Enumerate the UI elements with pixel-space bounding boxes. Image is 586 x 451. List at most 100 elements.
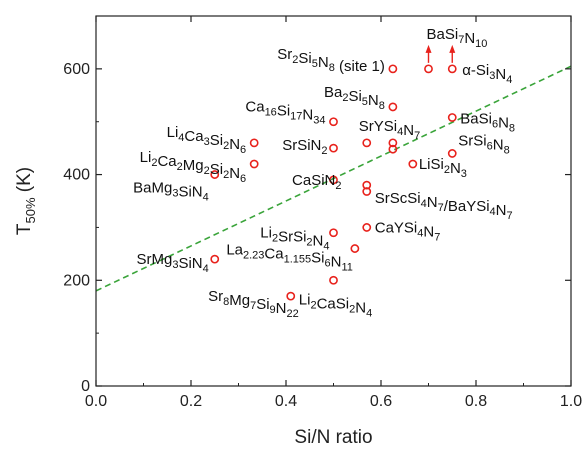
point-label-subscript: 10	[475, 38, 487, 50]
y-tick-label: 200	[63, 272, 90, 289]
point-label-subscript: 8	[509, 122, 515, 134]
point-label: SrSiN2	[282, 137, 327, 157]
point-label-subscript: 4	[366, 307, 372, 319]
point-label-subscript: 2	[321, 145, 327, 157]
point-label-text: Sr	[208, 288, 223, 305]
point-label: SrScSi4N7/BaYSi4N7	[375, 190, 513, 222]
point-label: Li2Ca2Mg2Si2N6	[140, 149, 247, 185]
y-axis-title-base: T	[14, 223, 35, 235]
point-label: Li4Ca3Si2N6	[167, 124, 247, 156]
trend-line-layer	[95, 65, 572, 292]
y-axis-title: T50% (K)	[14, 167, 38, 235]
point-label-subscript: 2	[335, 180, 341, 192]
point-label-text: Ba	[427, 26, 446, 43]
x-tick-label: 0.4	[275, 393, 297, 410]
point-label-text: SrSi	[278, 229, 306, 246]
data-point	[447, 149, 457, 158]
point-label-subscript: 7	[458, 34, 464, 46]
x-tick-label: 0.0	[85, 393, 107, 410]
point-label-subscript: 34	[313, 115, 325, 127]
point-label-text: N	[302, 107, 313, 124]
point-label-text: /BaYSi	[444, 198, 490, 215]
point-label-text: SiN	[178, 255, 202, 272]
data-point	[329, 117, 338, 127]
point-label-subscript: 3	[172, 188, 178, 200]
point-label: BaSi7N10	[427, 26, 488, 50]
point-label-subscript: 2	[223, 169, 229, 181]
data-point	[286, 291, 296, 301]
points-layer	[210, 64, 457, 301]
point-label: Ca16Si17N34	[245, 99, 325, 127]
point-label: BaMg3SiN4	[133, 180, 209, 204]
point-label-text: Ca	[184, 128, 204, 145]
point-label-subscript: 2.23	[243, 250, 264, 262]
data-point	[210, 170, 220, 179]
point-label-text: Mg	[229, 292, 250, 309]
point-label-subscript: 3	[172, 259, 178, 271]
point-label-text: Ca	[157, 153, 177, 170]
point-label-subscript: 4	[421, 198, 427, 210]
data-point	[447, 113, 457, 122]
point-label-text: Li	[167, 124, 179, 141]
point-label-text: Li	[260, 225, 272, 242]
point-label-subscript: 17	[290, 111, 302, 123]
point-label: α-Si3N4	[462, 62, 512, 86]
point-label-subscript: 6	[324, 258, 330, 270]
point-label-subscript: 4	[178, 132, 184, 144]
point-label-subscript: 11	[341, 262, 352, 274]
point-label-subscript: 3	[204, 136, 210, 148]
point-label-subscript: 6	[240, 144, 246, 156]
point-label-subscript: 8	[329, 62, 335, 74]
point-label-subscript: 4	[397, 126, 403, 138]
axes-layer: 0.0 0.2 0.4 0.6 0.8 1.0 0 200 400 600	[63, 16, 582, 410]
y-tick-label: 600	[63, 61, 90, 78]
point-label-subscript: 3	[489, 70, 495, 82]
point-label-subscript: 2	[177, 161, 183, 173]
point-label-text: N	[450, 160, 461, 177]
point-label-subscript: 8	[379, 100, 385, 112]
data-point	[362, 180, 372, 190]
point-label-subscript: 2	[444, 164, 450, 176]
point-label-text: Si	[311, 250, 324, 267]
point-label-subscript: 7	[434, 231, 440, 243]
point-label-text: N	[495, 66, 506, 83]
point-label-subscript: 1.155	[284, 254, 312, 266]
point-label-subscript: 3	[461, 168, 467, 180]
point-label-subscript: 2	[204, 165, 210, 177]
data-point	[329, 175, 338, 185]
x-tick-label: 0.2	[180, 393, 202, 410]
data-point	[249, 159, 259, 169]
point-label-subscript: 8	[223, 296, 229, 308]
point-label: BaSi6N8	[460, 110, 515, 134]
point-label: SrSi6N8	[458, 132, 509, 156]
arrow-layer	[425, 44, 456, 63]
point-label-text: La	[226, 242, 243, 259]
point-label-text: N	[464, 30, 475, 47]
data-point	[388, 144, 398, 154]
y-axis-title-sub: 50%	[23, 197, 38, 223]
point-label-text: Si	[256, 296, 269, 313]
point-label-text: N	[318, 54, 329, 71]
data-point	[329, 275, 338, 285]
point-label-subscript: 4	[203, 263, 209, 275]
point-label: CaYSi4N7	[375, 219, 441, 243]
data-point	[329, 228, 338, 238]
y-tick-label: 0	[81, 378, 90, 395]
point-label-subscript: 2	[151, 157, 157, 169]
point-label-text: LiSi	[419, 156, 444, 173]
point-label-text: Si	[210, 161, 223, 178]
point-label-text: SiN	[178, 184, 202, 201]
data-point	[350, 244, 360, 253]
x-tick-label: 0.8	[465, 393, 487, 410]
point-label-text: N	[368, 92, 379, 109]
point-label-text: Si	[277, 103, 290, 120]
point-label-text: N	[313, 233, 324, 250]
point-label-text: SrSiN	[282, 137, 321, 154]
point-label-text: N	[423, 223, 434, 240]
point-label-subscript: 4	[203, 192, 209, 204]
point-label-text: Si	[348, 88, 361, 105]
point-label-text: (site 1)	[335, 58, 385, 75]
point-label-subscript: 2	[349, 303, 355, 315]
point-label: Sr2Si5N8 (site 1)	[277, 46, 385, 75]
